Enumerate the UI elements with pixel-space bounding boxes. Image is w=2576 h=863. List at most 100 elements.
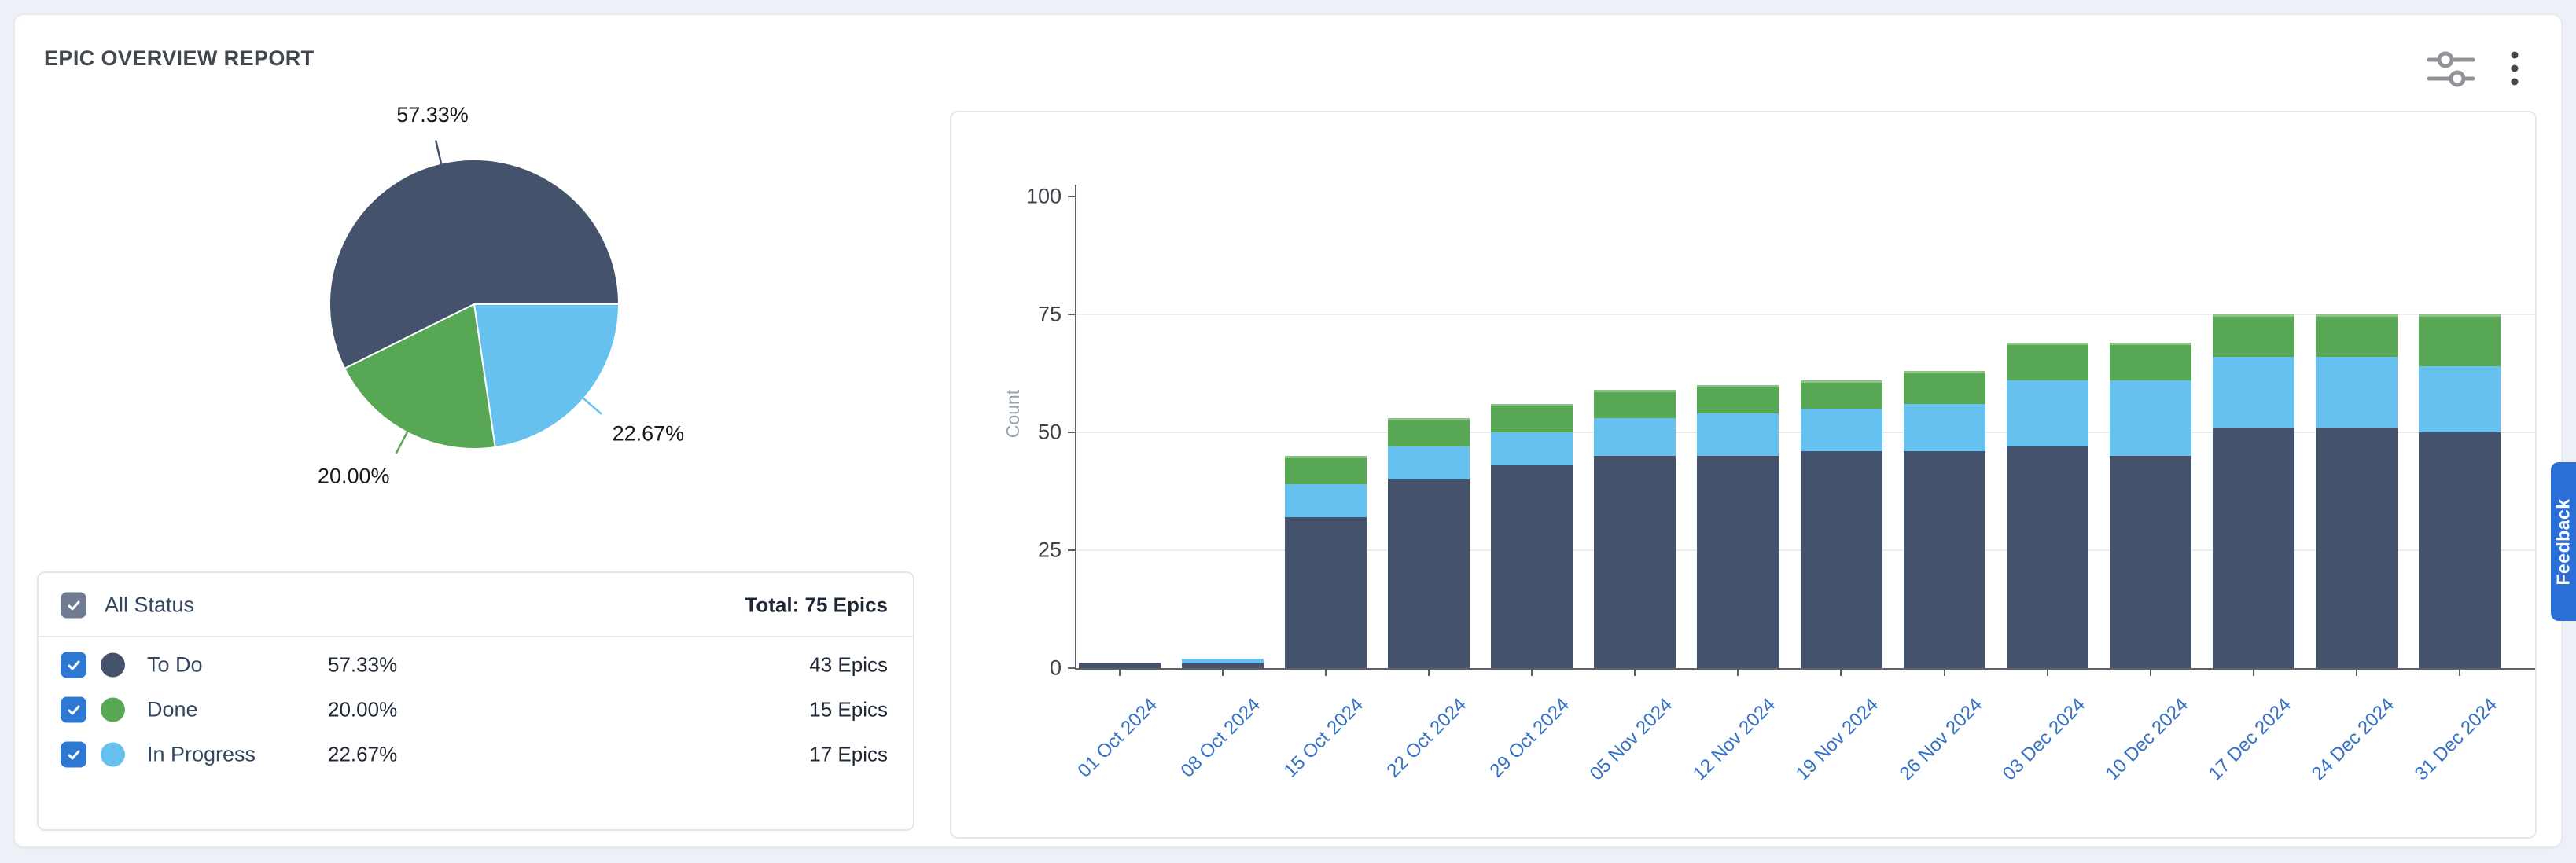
- bar-segment-in-progress[interactable]: [1285, 484, 1367, 517]
- bar-segment-in-progress[interactable]: [1388, 446, 1470, 479]
- todo-percent: 57.33%: [328, 652, 398, 677]
- pie-slice-in-progress[interactable]: [473, 303, 620, 449]
- sliders-icon[interactable]: [2423, 45, 2479, 94]
- total-epics-label: Total: 75 Epics: [745, 593, 888, 617]
- bar-segment-in-progress[interactable]: [1182, 659, 1264, 663]
- bar-segment-done[interactable]: [1800, 380, 1882, 409]
- done-label: Done: [147, 697, 198, 722]
- x-category-label: 29 Oct 2024: [1485, 694, 1574, 782]
- toolbar: [2423, 45, 2523, 94]
- bar-segment-in-progress[interactable]: [2109, 380, 2191, 456]
- bar-segment-to-do[interactable]: [1697, 456, 1779, 668]
- bar-segment-to-do[interactable]: [2006, 446, 2088, 668]
- x-tick: [2149, 668, 2151, 676]
- bar-segment-to-do[interactable]: [1182, 663, 1264, 668]
- legend-divider: [39, 636, 913, 637]
- legend-row-todo: To Do 57.33% 43 Epics: [39, 642, 913, 688]
- bar-segment-to-do[interactable]: [1388, 479, 1470, 668]
- bar-segment-in-progress[interactable]: [1800, 409, 1882, 451]
- x-tick: [2458, 668, 2460, 676]
- bar-segment-done[interactable]: [2212, 314, 2294, 357]
- bar-segment-done[interactable]: [2006, 343, 2088, 380]
- y-axis-line: [1075, 185, 1076, 670]
- bar-segment-in-progress[interactable]: [2212, 357, 2294, 428]
- bar-segment-to-do[interactable]: [1079, 663, 1161, 668]
- todo-checkbox[interactable]: [61, 652, 86, 678]
- bar-segment-to-do[interactable]: [1594, 456, 1676, 668]
- all-status-checkbox[interactable]: [61, 592, 86, 619]
- done-checkbox[interactable]: [61, 696, 86, 723]
- bar-segment-done[interactable]: [1491, 404, 1573, 432]
- x-tick: [1943, 668, 1945, 676]
- kebab-menu-icon[interactable]: [2506, 45, 2523, 94]
- done-color-dot: [101, 697, 125, 722]
- y-tick-label: 25: [1037, 538, 1062, 562]
- in-progress-label: In Progress: [147, 742, 256, 766]
- gridline-75: [1076, 314, 2535, 315]
- page-title: EPIC OVERVIEW REPORT: [44, 46, 315, 70]
- x-tick: [1222, 668, 1224, 676]
- bar-segment-done[interactable]: [2315, 314, 2398, 357]
- bar-segment-to-do[interactable]: [2315, 428, 2398, 668]
- x-category-label: 10 Dec 2024: [2101, 694, 2192, 785]
- x-category-label: 17 Dec 2024: [2204, 694, 2295, 785]
- y-tick: [1068, 549, 1076, 551]
- x-category-label: 19 Nov 2024: [1792, 694, 1883, 785]
- y-tick: [1068, 196, 1076, 197]
- all-status-label: All Status: [105, 593, 195, 617]
- in-progress-percent: 22.67%: [328, 742, 398, 766]
- pie-slice-percent-label: 57.33%: [396, 103, 469, 127]
- pie-slice-percent-label: 20.00%: [318, 465, 390, 488]
- x-tick: [1325, 668, 1327, 676]
- bar-segment-in-progress[interactable]: [2006, 380, 2088, 446]
- pie-label-leader: [434, 140, 443, 166]
- x-tick: [1531, 668, 1533, 676]
- in-progress-checkbox[interactable]: [61, 741, 86, 768]
- bar-segment-done[interactable]: [2418, 314, 2501, 366]
- x-category-label: 22 Oct 2024: [1382, 694, 1471, 782]
- epic-overview-report-card: EPIC OVERVIEW REPORT 57.33% 20.00% 22.67% …: [14, 14, 2562, 847]
- bar-segment-to-do[interactable]: [1903, 451, 1985, 668]
- bar-segment-in-progress[interactable]: [1697, 413, 1779, 456]
- bar-segment-in-progress[interactable]: [1594, 418, 1676, 456]
- bar-segment-in-progress[interactable]: [1903, 404, 1985, 451]
- legend-row-in-progress: In Progress 22.67% 17 Epics: [39, 732, 913, 777]
- y-tick-label: 75: [1037, 302, 1062, 326]
- x-category-label: 26 Nov 2024: [1895, 694, 1986, 785]
- epic-status-pie-chart: 57.33% 20.00% 22.67%: [318, 103, 684, 488]
- bar-segment-to-do[interactable]: [1491, 465, 1573, 668]
- legend-row-done: Done 20.00% 15 Epics: [39, 687, 913, 733]
- bar-segment-done[interactable]: [1697, 385, 1779, 413]
- bar-segment-in-progress[interactable]: [1491, 432, 1573, 465]
- x-tick: [2252, 668, 2254, 676]
- bar-segment-in-progress[interactable]: [2418, 366, 2501, 432]
- feedback-tab[interactable]: Feedback: [2551, 462, 2576, 621]
- bar-segment-done[interactable]: [1903, 371, 1985, 404]
- bar-segment-to-do[interactable]: [2418, 432, 2501, 668]
- feedback-label: Feedback: [2552, 498, 2574, 586]
- bar-segment-to-do[interactable]: [2109, 456, 2191, 668]
- x-category-label: 15 Oct 2024: [1279, 694, 1368, 782]
- x-tick: [2355, 668, 2357, 676]
- epic-count-bar-chart-panel: Count 0 25 50 75 100 01 Oct 2024 08 Oct 2024 15…: [950, 111, 2537, 839]
- todo-color-dot: [101, 652, 125, 678]
- bar-segment-to-do[interactable]: [1800, 451, 1882, 668]
- x-category-label: 05 Nov 2024: [1586, 694, 1677, 785]
- bar-segment-to-do[interactable]: [2212, 428, 2294, 668]
- x-category-label: 31 Dec 2024: [2410, 694, 2501, 785]
- x-tick: [1119, 668, 1121, 676]
- todo-label: To Do: [147, 652, 203, 677]
- status-legend-card: All Status Total: 75 Epics To Do 57.33% …: [37, 571, 914, 831]
- bar-segment-done[interactable]: [2109, 343, 2191, 380]
- bar-segment-done[interactable]: [1285, 456, 1367, 484]
- bar-segment-to-do[interactable]: [1285, 517, 1367, 668]
- x-tick: [1428, 668, 1430, 676]
- bar-segment-done[interactable]: [1594, 390, 1676, 418]
- bar-segment-in-progress[interactable]: [2315, 357, 2398, 428]
- x-tick: [1840, 668, 1842, 676]
- bar-segment-done[interactable]: [1388, 418, 1470, 446]
- x-tick: [2046, 668, 2048, 676]
- todo-count: 43 Epics: [809, 652, 888, 677]
- pie-label-leader: [581, 396, 602, 415]
- x-category-label: 24 Dec 2024: [2307, 694, 2398, 785]
